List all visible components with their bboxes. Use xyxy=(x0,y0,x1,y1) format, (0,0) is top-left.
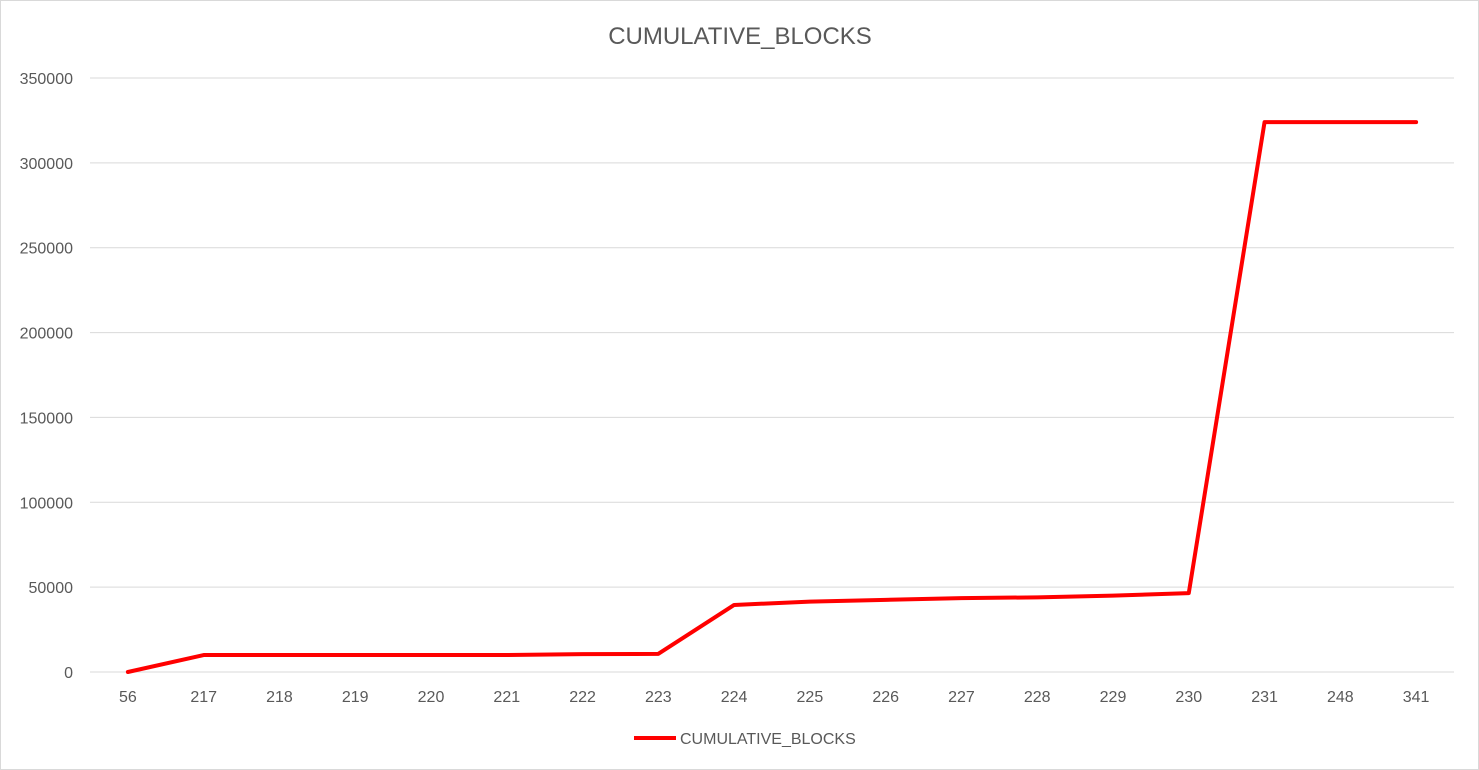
x-tick-label: 225 xyxy=(797,689,824,706)
x-tick-label: 341 xyxy=(1403,689,1430,706)
legend: CUMULATIVE_BLOCKS xyxy=(634,731,856,748)
series-layer xyxy=(125,120,1419,674)
y-tick-label: 0 xyxy=(64,665,73,682)
y-tick-label: 350000 xyxy=(20,71,73,88)
x-tick-label: 217 xyxy=(190,689,217,706)
y-tick-label: 300000 xyxy=(20,156,73,173)
y-tick-label: 250000 xyxy=(20,241,73,258)
y-tick-label: 50000 xyxy=(29,580,74,597)
x-tick-label: 219 xyxy=(342,689,369,706)
x-tick-label: 224 xyxy=(721,689,748,706)
x-tick-label: 218 xyxy=(266,689,293,706)
x-tick-label: 223 xyxy=(645,689,672,706)
y-tick-label: 150000 xyxy=(20,410,73,427)
series-line-0 xyxy=(125,120,1419,674)
chart-title: CUMULATIVE_BLOCKS xyxy=(608,23,872,50)
x-tick-label: 229 xyxy=(1100,689,1127,706)
x-tick-label: 222 xyxy=(569,689,596,706)
x-tick-label: 56 xyxy=(119,689,137,706)
x-tick-label: 220 xyxy=(418,689,445,706)
x-tick-label: 227 xyxy=(948,689,975,706)
x-tick-label: 226 xyxy=(872,689,899,706)
x-tick-label: 231 xyxy=(1251,689,1278,706)
x-tick-label: 230 xyxy=(1175,689,1202,706)
x-tick-label: 248 xyxy=(1327,689,1354,706)
legend-label: CUMULATIVE_BLOCKS xyxy=(680,731,856,748)
y-tick-label: 200000 xyxy=(20,326,73,343)
y-axis-ticks: 0 50000 100000 150000 200000 250000 300000 3500… xyxy=(20,71,73,682)
x-tick-label: 228 xyxy=(1024,689,1051,706)
x-axis-ticks: 56 217 218 219 220 221 222 223 224 225 226 227 228 22… xyxy=(119,689,1430,706)
gridlines xyxy=(90,77,1454,673)
x-tick-label: 221 xyxy=(493,689,520,706)
y-tick-label: 100000 xyxy=(20,495,73,512)
